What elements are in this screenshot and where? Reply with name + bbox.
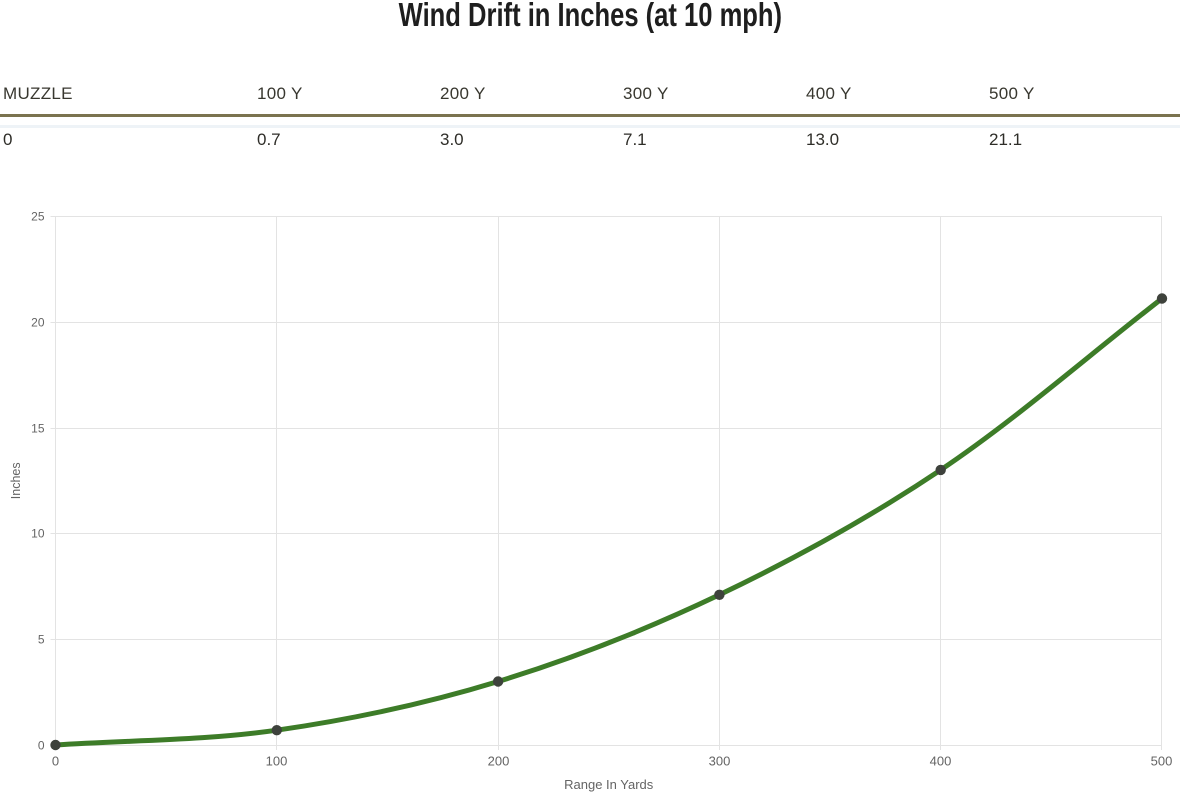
- svg-text:500: 500: [1151, 754, 1173, 769]
- svg-text:400: 400: [930, 754, 952, 769]
- svg-text:20: 20: [31, 316, 45, 330]
- svg-text:Range In Yards: Range In Yards: [564, 777, 654, 792]
- svg-text:0: 0: [38, 739, 45, 753]
- svg-text:100: 100: [266, 754, 288, 769]
- svg-text:Inches: Inches: [9, 462, 23, 499]
- svg-text:0: 0: [52, 754, 59, 769]
- svg-text:15: 15: [31, 422, 45, 436]
- svg-text:5: 5: [38, 633, 45, 647]
- svg-text:300: 300: [709, 754, 731, 769]
- svg-text:200: 200: [488, 754, 510, 769]
- svg-text:10: 10: [31, 527, 45, 541]
- svg-text:25: 25: [31, 210, 45, 224]
